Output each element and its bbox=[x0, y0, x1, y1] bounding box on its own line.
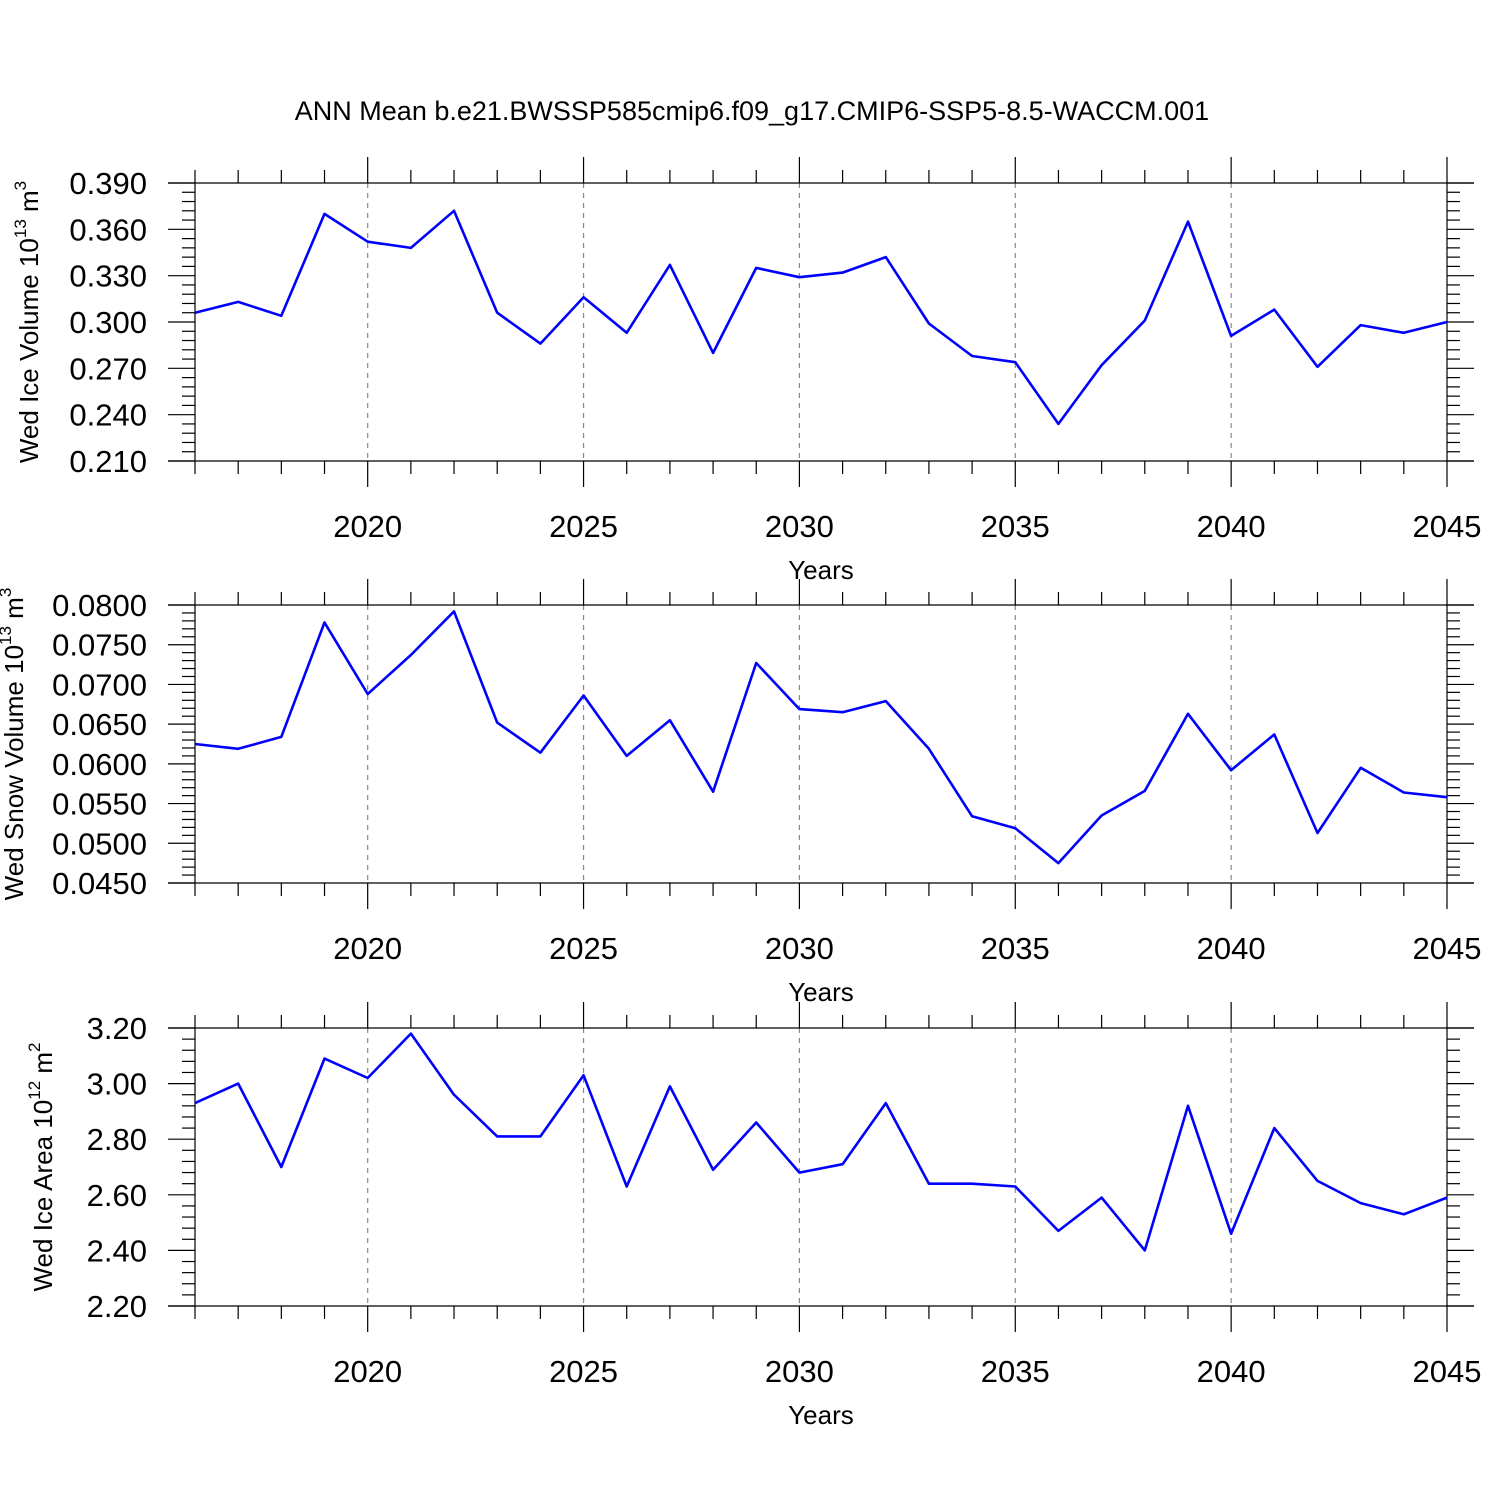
x-tick-label: 2040 bbox=[1197, 1354, 1266, 1389]
y-axis-title-exponent: 13 bbox=[0, 626, 15, 645]
y-axis-title-exponent: 12 bbox=[25, 1081, 44, 1100]
y-tick-label: 0.0650 bbox=[52, 707, 147, 742]
y-axis-title-unit-exponent: 2 bbox=[25, 1042, 44, 1051]
y-axis-title-exponent: 13 bbox=[11, 219, 30, 238]
x-tick-label: 2025 bbox=[549, 931, 618, 966]
x-axis-title: Years bbox=[788, 1400, 854, 1430]
y-tick-label: 0.0600 bbox=[52, 747, 147, 782]
x-tick-label: 2030 bbox=[765, 931, 834, 966]
x-tick-label: 2020 bbox=[333, 1354, 402, 1389]
y-axis-title-unit-exponent: 3 bbox=[11, 181, 30, 190]
series-line-1 bbox=[194, 1032, 1448, 1252]
y-tick-label: 0.0800 bbox=[52, 588, 147, 623]
panels: 2020 2025 2030 2035 2040 2045 0.210 0.240 0.270 0… bbox=[0, 157, 1481, 1430]
y-tick-label: 0.0550 bbox=[52, 787, 147, 822]
y-tick-label: 0.210 bbox=[69, 444, 147, 479]
y-tick-label: 0.360 bbox=[69, 212, 147, 247]
y-tick-label: 0.0500 bbox=[52, 826, 147, 861]
series-line-1 bbox=[194, 610, 1448, 865]
y-axis-title-main: Wed Ice Volume 10 bbox=[14, 238, 44, 463]
y-tick-label: 0.0750 bbox=[52, 628, 147, 663]
y-axis-title-unit: m bbox=[28, 1052, 58, 1081]
y-tick-label: 2.60 bbox=[87, 1178, 147, 1213]
panel-2: 2020 2025 2030 2035 2040 2045 0.0450 0.0500 0.05… bbox=[0, 579, 1481, 1007]
y-tick-label: 0.270 bbox=[69, 351, 147, 386]
y-tick-label: 2.80 bbox=[87, 1122, 147, 1157]
panel-1: 2020 2025 2030 2035 2040 2045 0.210 0.240 0.270 0… bbox=[11, 157, 1481, 585]
panel-3: 2020 2025 2030 2035 2040 2045 2.20 2.40 2.60 2.80… bbox=[25, 1002, 1481, 1430]
y-tick-label: 3.20 bbox=[87, 1011, 147, 1046]
x-tick-label: 2045 bbox=[1413, 509, 1482, 544]
y-axis-title: Wed Ice Volume 1013 m3 bbox=[11, 181, 44, 463]
x-tick-label: 2035 bbox=[981, 509, 1050, 544]
y-axis-title-unit-exponent: 3 bbox=[0, 588, 15, 597]
chart-title: ANN Mean b.e21.BWSSP585cmip6.f09_g17.CMI… bbox=[295, 96, 1209, 126]
x-tick-label: 2040 bbox=[1197, 509, 1266, 544]
x-tick-label: 2045 bbox=[1413, 1354, 1482, 1389]
y-tick-label: 0.330 bbox=[69, 259, 147, 294]
x-tick-label: 2035 bbox=[981, 931, 1050, 966]
x-tick-label: 2020 bbox=[333, 931, 402, 966]
y-tick-label: 0.300 bbox=[69, 305, 147, 340]
x-tick-label: 2025 bbox=[549, 1354, 618, 1389]
y-tick-label: 0.0450 bbox=[52, 866, 147, 901]
x-axis-title: Years bbox=[788, 977, 854, 1007]
x-tick-label: 2025 bbox=[549, 509, 618, 544]
y-axis-title: Wed Snow Volume 1013 m3 bbox=[0, 588, 29, 901]
y-axis-title: Wed Ice Area 1012 m2 bbox=[25, 1042, 58, 1291]
x-tick-label: 2030 bbox=[765, 1354, 834, 1389]
x-tick-label: 2030 bbox=[765, 509, 834, 544]
y-axis-title-main: Wed Ice Area 10 bbox=[28, 1100, 58, 1292]
y-axis-title-unit: m bbox=[0, 597, 29, 626]
x-axis-title: Years bbox=[788, 555, 854, 585]
y-tick-label: 0.240 bbox=[69, 398, 147, 433]
x-tick-label: 2035 bbox=[981, 1354, 1050, 1389]
y-tick-label: 0.390 bbox=[69, 166, 147, 201]
y-axis-title-unit: m bbox=[14, 190, 44, 219]
y-tick-label: 2.20 bbox=[87, 1289, 147, 1324]
y-tick-label: 3.00 bbox=[87, 1067, 147, 1102]
series-line-1 bbox=[194, 209, 1448, 426]
y-tick-label: 0.0700 bbox=[52, 667, 147, 702]
x-tick-label: 2040 bbox=[1197, 931, 1266, 966]
y-tick-label: 2.40 bbox=[87, 1233, 147, 1268]
x-tick-label: 2045 bbox=[1413, 931, 1482, 966]
x-tick-label: 2020 bbox=[333, 509, 402, 544]
y-axis-title-main: Wed Snow Volume 10 bbox=[0, 645, 29, 900]
